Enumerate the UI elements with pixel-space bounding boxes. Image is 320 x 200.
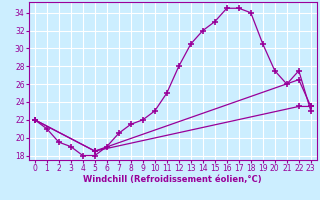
X-axis label: Windchill (Refroidissement éolien,°C): Windchill (Refroidissement éolien,°C) xyxy=(84,175,262,184)
